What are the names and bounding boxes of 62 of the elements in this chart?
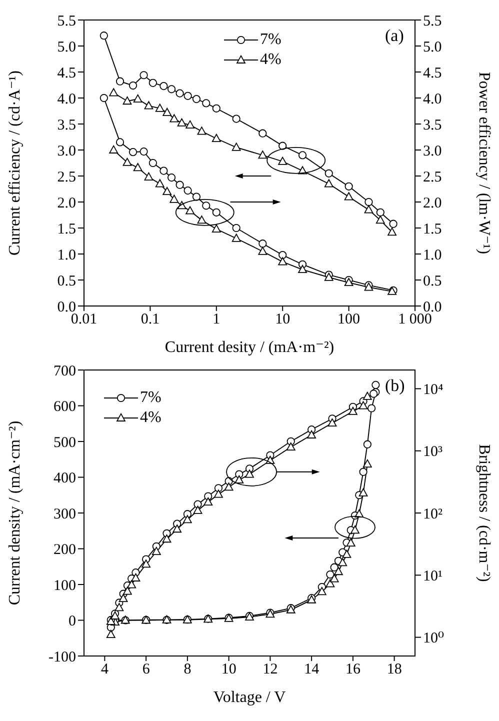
x-tick-label: 12 (262, 662, 278, 678)
y-tick-label: 0 (68, 614, 76, 630)
y2-tick-label: 2.5 (423, 169, 442, 186)
legend-label: 4% (140, 409, 162, 426)
y-tick-label: 1.5 (57, 221, 76, 238)
y-tick-label: 4.0 (57, 91, 76, 108)
y2-tick-label: 3.0 (423, 143, 442, 160)
y2-tick-label: 1.0 (423, 247, 442, 264)
y2-tick-label: 4.5 (423, 65, 442, 82)
y-tick-label: 0.5 (57, 273, 76, 290)
x-tick-label: 10 (221, 662, 236, 678)
y-tick-label: 2.5 (57, 169, 76, 186)
y-tick-label: 400 (54, 470, 76, 487)
legend-label: 7% (140, 389, 162, 406)
x-tick-label: 1 000 (398, 312, 432, 328)
x-tick-label: 0.01 (70, 312, 98, 328)
x-tick-label: 6 (142, 662, 150, 678)
y2-axis-title: Power efficiency / (lm·W⁻¹) (475, 72, 492, 254)
y2-tick-label: 1.5 (423, 221, 442, 238)
y-tick-label: 300 (54, 506, 76, 522)
y2-tick-label: 2.0 (423, 195, 442, 212)
y2-tick-label: 10⁰ (423, 630, 444, 647)
y2-tick-label: 10¹ (423, 568, 442, 584)
y2-tick-label: 4.0 (423, 91, 442, 108)
y2-tick-label: 10² (423, 506, 443, 522)
x-tick-label: 100 (338, 312, 360, 328)
x-axis-title: Voltage / V (213, 689, 286, 706)
x-tick-label: 4 (100, 662, 109, 678)
y-tick-label: 1.0 (57, 247, 76, 264)
y2-tick-label: 5.0 (423, 39, 442, 56)
y-tick-label: 2.0 (57, 195, 76, 212)
y-tick-label: -100 (48, 649, 76, 666)
y-axis-title: Current density / (mA·cm⁻²) (6, 420, 24, 606)
y2-tick-label: 0.5 (423, 273, 442, 290)
y2-axis-title: Brightness / (cd·m⁻²) (475, 444, 492, 582)
y2-tick-label: 10³ (423, 444, 443, 460)
x-axis-title: Current desity / (mA·m⁻²) (164, 339, 334, 356)
y-tick-label: 5.5 (57, 13, 76, 30)
y2-tick-label: 10⁴ (423, 382, 444, 398)
y-tick-label: 100 (54, 578, 76, 594)
x-tick-label: 10 (275, 312, 290, 328)
annotation: (b) (385, 376, 405, 396)
legend-label: 7% (260, 31, 282, 48)
y-axis-title: Current efficiency / (cd·A⁻¹) (6, 70, 24, 256)
y-tick-label: 200 (54, 542, 76, 558)
y2-tick-label: 3.5 (423, 117, 442, 134)
y-tick-label: 600 (54, 399, 76, 416)
x-tick-label: 0.1 (140, 312, 160, 328)
x-tick-label: 16 (345, 662, 361, 678)
y-tick-label: 700 (54, 363, 76, 380)
y2-tick-label: 5.5 (423, 13, 442, 30)
y-tick-label: 4.5 (57, 65, 76, 82)
x-tick-label: 8 (184, 662, 192, 678)
y-tick-label: 3.0 (57, 143, 76, 160)
y-tick-label: 5.0 (57, 39, 76, 56)
x-tick-label: 18 (386, 662, 402, 678)
x-tick-label: 14 (304, 662, 320, 678)
y-tick-label: 500 (54, 434, 76, 451)
x-tick-label: 1 (212, 312, 220, 328)
annotation: (a) (385, 26, 404, 46)
y-tick-label: 3.5 (57, 117, 76, 134)
legend-label: 4% (260, 51, 282, 68)
